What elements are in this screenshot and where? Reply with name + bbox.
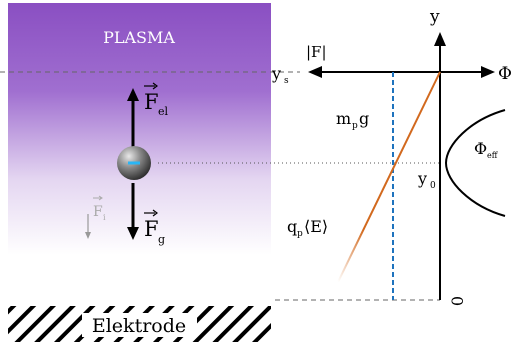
plasma-label: PLASMA bbox=[103, 28, 175, 47]
force-axis-label: |F| bbox=[306, 43, 327, 61]
svg-text:⟨E⟩: ⟨E⟩ bbox=[304, 217, 328, 236]
ys-label: y s bbox=[271, 64, 289, 86]
phi-axis-arrowhead bbox=[481, 66, 495, 78]
svg-text:F: F bbox=[93, 204, 103, 220]
y-axis-label: y bbox=[429, 7, 440, 27]
electric-force-line bbox=[337, 71, 441, 283]
svg-text:Φ: Φ bbox=[474, 139, 487, 158]
gravity-force-label: F g bbox=[144, 209, 165, 246]
effective-potential-curve bbox=[444, 109, 506, 217]
y-axis-arrowhead bbox=[434, 32, 446, 46]
electrode-label-box bbox=[82, 313, 197, 337]
electric-force-graph-label: q p ⟨E⟩ bbox=[287, 217, 328, 239]
svg-text:p: p bbox=[352, 121, 358, 131]
phi-axis-label: Φ bbox=[498, 64, 512, 84]
svg-text:F: F bbox=[144, 217, 159, 241]
electric-force-label: F el bbox=[144, 82, 169, 118]
phi-eff-label: Φ eff bbox=[474, 139, 499, 160]
svg-text:el: el bbox=[158, 105, 169, 118]
svg-text:s: s bbox=[284, 76, 289, 86]
svg-text:g: g bbox=[359, 109, 369, 128]
svg-text:g: g bbox=[158, 233, 165, 246]
svg-text:0: 0 bbox=[430, 181, 436, 191]
force-axis-arrowhead bbox=[308, 66, 322, 78]
svg-text:q: q bbox=[287, 217, 297, 236]
y0-label: y 0 bbox=[417, 169, 436, 191]
svg-text:m: m bbox=[336, 109, 351, 128]
svg-text:y: y bbox=[417, 169, 427, 188]
svg-text:F: F bbox=[144, 90, 159, 114]
electrode-label: Elektrode bbox=[92, 315, 186, 337]
svg-text:i: i bbox=[103, 213, 106, 222]
gravity-force-graph-label: m p g bbox=[336, 109, 369, 131]
ion-force-label: F i bbox=[93, 195, 106, 222]
svg-text:y: y bbox=[271, 64, 281, 83]
svg-text:p: p bbox=[297, 229, 303, 239]
ion-force-arrow bbox=[85, 214, 91, 239]
svg-text:eff: eff bbox=[487, 151, 499, 160]
electric-force-arrow bbox=[127, 88, 139, 149]
plasma-region bbox=[8, 3, 271, 255]
origin-label: 0 bbox=[448, 296, 467, 306]
gravity-force-arrow bbox=[127, 183, 139, 240]
